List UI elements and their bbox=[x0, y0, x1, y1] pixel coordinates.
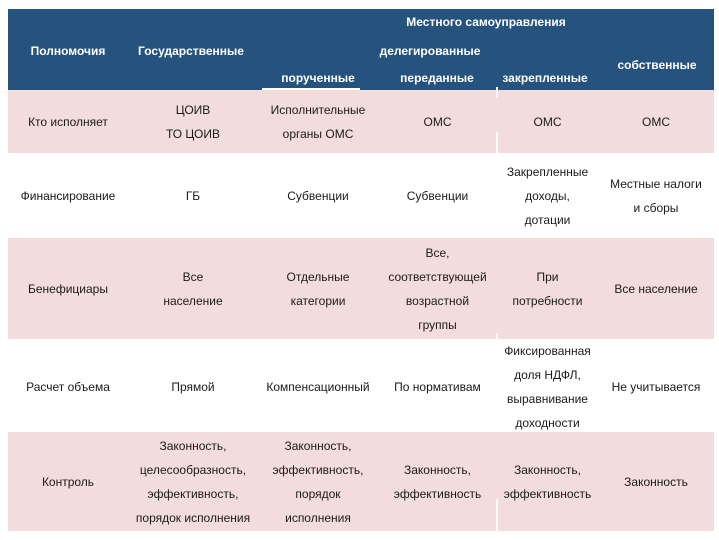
table-row: Бенефициары Все население Отдельные кате… bbox=[8, 238, 714, 339]
row-label-cell: Бенефициары bbox=[28, 281, 108, 296]
table-cell: Субвенции bbox=[406, 188, 469, 203]
table-cell: По нормативам bbox=[394, 380, 481, 394]
row-label-cell: Расчет объема bbox=[26, 380, 110, 394]
column-divider-segment bbox=[496, 333, 498, 339]
header-transferred: переданные bbox=[400, 71, 474, 85]
table-cell: Все население bbox=[614, 281, 698, 296]
table-cell: Закрепленные доходы, дотации bbox=[506, 164, 589, 227]
table-cell: При потребности bbox=[512, 269, 583, 308]
column-divider-segment bbox=[496, 499, 498, 531]
table-cell: ОМС bbox=[423, 114, 452, 129]
header-entrusted: порученные bbox=[281, 71, 355, 85]
row-label-cell: Финансирование bbox=[20, 188, 116, 203]
table-cell: Законность, эффективность bbox=[503, 462, 592, 501]
table-cell: Законность bbox=[624, 474, 688, 489]
table-cell: Не учитывается bbox=[611, 380, 701, 394]
table-cell: Все, соответствующей возрастной группы bbox=[388, 245, 487, 332]
table-row: Кто исполняет ЦОИВ ТО ЦОИВ Исполнительны… bbox=[8, 90, 714, 153]
header-group-msu: Местного самоуправления bbox=[406, 15, 566, 29]
powers-table: Полномочия Государственные Местного само… bbox=[8, 9, 714, 531]
header-own: собственные bbox=[617, 58, 697, 72]
table-cell: Прямой bbox=[171, 380, 215, 394]
table-cell: ОМС bbox=[642, 114, 670, 129]
table-cell: Исполнительные органы ОМС bbox=[270, 102, 366, 141]
table-cell: Компенсационный bbox=[266, 380, 370, 394]
column-divider-segment bbox=[496, 87, 498, 98]
table-row: Финансирование ГБ Субвенции Субвенции За… bbox=[8, 153, 714, 238]
entrusted-cell-underline bbox=[262, 88, 360, 90]
table-cell: Местные налоги и сборы bbox=[610, 176, 702, 215]
header-group-delegated: делегированные bbox=[379, 44, 481, 58]
row-label-cell: Кто исполняет bbox=[28, 114, 108, 129]
table-row: Расчет объема Прямой Компенсационный По … bbox=[8, 339, 714, 432]
header-assigned: закрепленные bbox=[502, 71, 588, 85]
header-powers: Полномочия bbox=[30, 44, 106, 58]
header-state: Государственные bbox=[138, 44, 244, 58]
table-cell: ЦОИВ ТО ЦОИВ bbox=[165, 102, 221, 141]
table-cell: Отдельные категории bbox=[286, 269, 350, 308]
column-divider-segment bbox=[496, 132, 498, 153]
table-header: Полномочия Государственные Местного само… bbox=[8, 9, 714, 90]
table-cell: ГБ bbox=[185, 188, 201, 203]
table-cell: Фиксированная доля НДФЛ, выравнивание до… bbox=[504, 344, 591, 430]
table-cell: Законность, эффективность bbox=[393, 462, 482, 501]
table-cell: Все население bbox=[163, 269, 223, 308]
table-row: Контроль Законность, целесообразность, э… bbox=[8, 432, 714, 531]
table-cell: Законность, эффективность, порядок испол… bbox=[272, 438, 364, 525]
row-label-cell: Контроль bbox=[41, 474, 95, 489]
table-cell: Субвенции bbox=[287, 188, 349, 203]
table-cell: ОМС bbox=[533, 114, 562, 129]
table-cell: Законность, целесообразность, эффективно… bbox=[135, 438, 251, 525]
